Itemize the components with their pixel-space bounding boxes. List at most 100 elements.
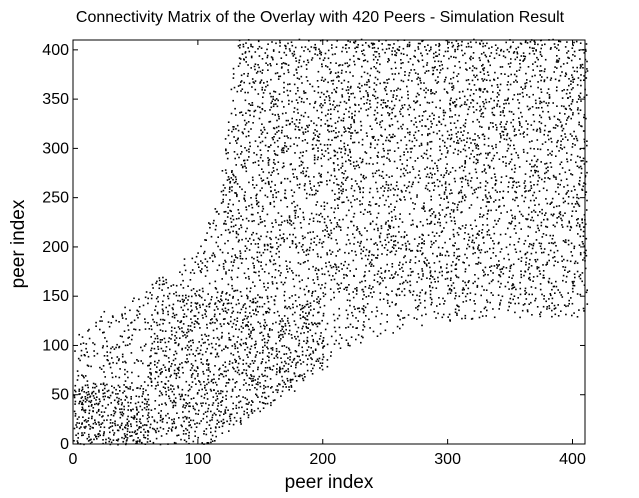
connection-dot xyxy=(344,260,346,263)
connection-dot xyxy=(229,217,232,220)
connection-dot xyxy=(375,306,378,309)
connection-dot xyxy=(244,311,247,313)
connection-dot xyxy=(397,147,400,149)
connection-dot xyxy=(402,270,404,272)
connection-dot xyxy=(482,199,484,201)
connection-dot xyxy=(283,290,286,293)
connection-dot xyxy=(462,301,465,303)
connection-dot xyxy=(413,208,415,210)
connection-dot xyxy=(268,146,271,148)
connection-dot xyxy=(372,58,375,61)
connection-dot xyxy=(430,126,432,128)
connection-dot xyxy=(487,61,490,63)
connection-dot xyxy=(106,345,108,348)
connection-dot xyxy=(196,375,199,377)
connection-dot xyxy=(440,231,443,233)
connection-dot xyxy=(257,321,259,323)
connection-dot xyxy=(237,267,240,269)
connection-dot xyxy=(441,230,444,232)
connection-dot xyxy=(484,45,487,47)
connection-dot xyxy=(185,294,187,297)
connection-dot xyxy=(256,388,258,391)
connection-dot xyxy=(349,242,351,245)
connection-dot xyxy=(264,248,266,251)
connection-dot xyxy=(456,119,459,122)
connection-dot xyxy=(359,187,361,189)
connection-dot xyxy=(196,403,198,406)
connection-dot xyxy=(253,375,255,378)
connection-dot xyxy=(408,248,411,251)
connection-dot xyxy=(348,98,350,101)
connection-dot xyxy=(319,143,322,146)
connection-dot xyxy=(412,294,414,296)
connection-dot xyxy=(468,147,470,149)
connection-dot xyxy=(277,245,280,248)
connection-dot xyxy=(131,321,133,324)
connection-dot xyxy=(374,76,377,79)
connection-dot xyxy=(416,78,418,80)
connection-dot xyxy=(424,110,427,112)
connection-dot xyxy=(167,340,170,343)
connection-dot xyxy=(436,179,439,181)
connection-dot xyxy=(270,174,272,176)
connection-dot xyxy=(135,433,137,435)
connection-dot xyxy=(170,338,172,340)
connection-dot xyxy=(224,259,226,262)
connection-dot xyxy=(119,408,121,410)
connection-dot xyxy=(210,390,213,392)
connection-dot xyxy=(308,193,311,196)
connection-dot xyxy=(414,117,417,119)
connection-dot xyxy=(270,230,273,233)
connection-dot xyxy=(329,219,331,222)
connection-dot xyxy=(111,376,114,379)
connection-dot xyxy=(217,236,219,238)
connection-dot xyxy=(146,405,148,408)
connection-dot xyxy=(343,126,345,128)
connection-dot xyxy=(259,325,262,328)
connection-dot xyxy=(271,41,273,43)
connection-dot xyxy=(245,135,248,138)
connection-dot xyxy=(259,221,262,224)
connection-dot xyxy=(361,53,364,55)
connection-dot xyxy=(317,136,320,138)
connection-dot xyxy=(317,117,320,119)
connection-dot xyxy=(437,312,439,315)
connection-dot xyxy=(228,323,230,325)
connection-dot xyxy=(388,59,390,62)
connection-dot xyxy=(481,216,484,218)
connection-dot xyxy=(352,195,354,197)
connection-dot xyxy=(303,167,305,169)
connection-dot xyxy=(323,221,326,224)
connection-dot xyxy=(261,339,264,341)
connection-dot xyxy=(240,164,243,166)
connection-dot xyxy=(162,428,165,430)
connection-dot xyxy=(250,128,252,130)
connection-dot xyxy=(232,67,235,70)
connection-dot xyxy=(318,133,321,135)
connection-dot xyxy=(426,259,428,261)
connection-dot xyxy=(285,260,287,262)
connection-dot xyxy=(482,269,484,271)
connection-dot xyxy=(304,175,307,178)
connection-dot xyxy=(304,317,306,319)
connection-dot xyxy=(172,404,175,407)
connection-dot xyxy=(324,328,327,331)
connection-dot xyxy=(184,407,186,409)
connection-dot xyxy=(246,389,248,391)
connection-dot xyxy=(225,152,228,155)
connection-dot xyxy=(107,403,109,406)
connection-dot xyxy=(246,408,248,410)
connection-dot xyxy=(247,296,249,298)
connection-dot xyxy=(131,435,133,437)
connection-dot xyxy=(338,104,341,107)
connection-dot xyxy=(270,353,273,356)
connection-dot xyxy=(386,105,389,107)
connection-dot xyxy=(281,325,283,328)
connection-dot xyxy=(455,257,458,260)
connection-dot xyxy=(202,342,205,344)
connection-dot xyxy=(417,73,419,75)
connection-dot xyxy=(110,414,113,416)
connection-dot xyxy=(190,376,193,378)
connection-dot xyxy=(428,190,431,192)
connection-dot xyxy=(344,152,346,155)
